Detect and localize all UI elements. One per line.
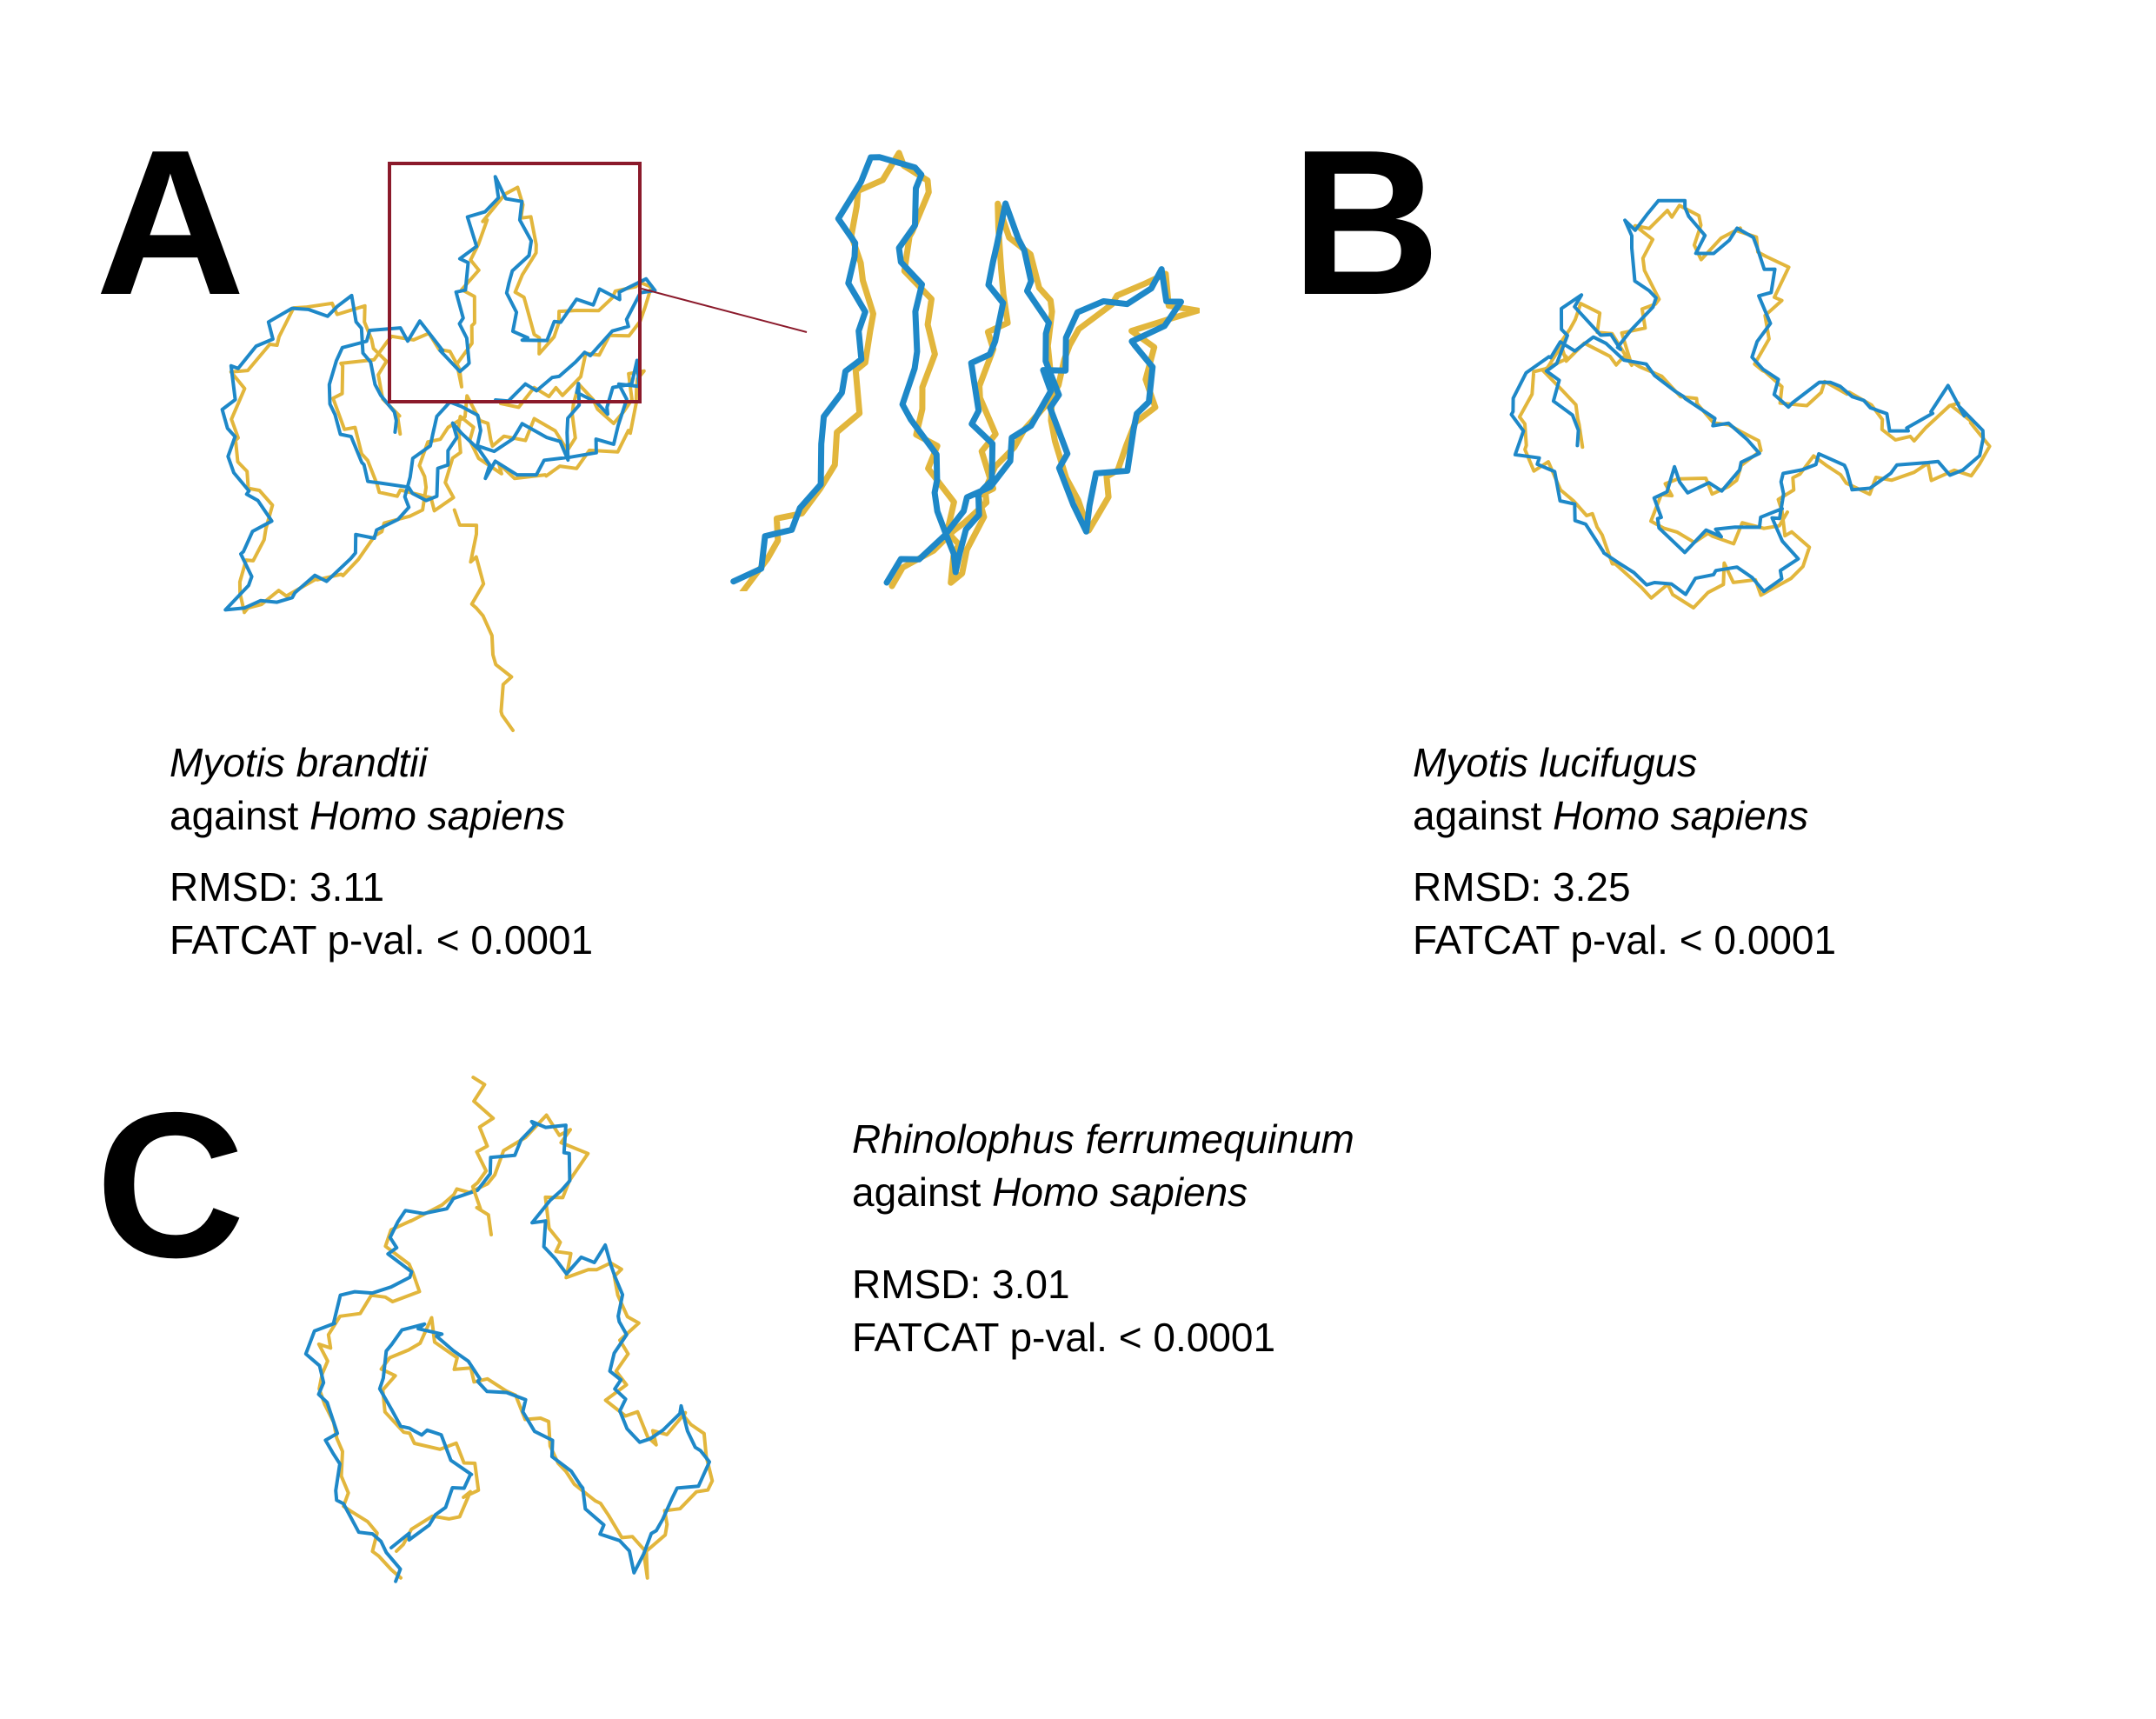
caption-a: Myotis brandtii against Homo sapiens [170, 736, 565, 843]
reference-a: Homo sapiens [309, 793, 566, 838]
species-c: Rhinolophus ferrumequinum [852, 1116, 1354, 1162]
blue-trace-a [220, 175, 657, 612]
structure-a-zoom [730, 150, 1200, 591]
gold-trace-b [1517, 203, 1992, 610]
blue-trace-c [303, 1119, 711, 1583]
against-a: against [170, 793, 310, 838]
structure-c [303, 1076, 715, 1583]
rmsd-a: RMSD: 3.11 [170, 864, 385, 909]
structure-a [220, 175, 657, 732]
gold-trace-zoom [739, 150, 1200, 591]
panel-label-a: A [96, 108, 245, 338]
reference-c: Homo sapiens [992, 1169, 1248, 1215]
pval-c: FATCAT p-val. < 0.0001 [852, 1315, 1276, 1360]
against-c: against [852, 1169, 993, 1215]
stats-a: RMSD: 3.11 FATCAT p-val. < 0.0001 [170, 861, 593, 967]
rmsd-b: RMSD: 3.25 [1413, 864, 1631, 909]
gold-trace-c [316, 1113, 715, 1580]
caption-c: Rhinolophus ferrumequinum against Homo s… [852, 1113, 1354, 1219]
pval-b: FATCAT p-val. < 0.0001 [1413, 917, 1837, 963]
blue-trace-zoom [730, 154, 1184, 586]
species-b: Myotis lucifugus [1413, 740, 1698, 785]
gold-trace-a [229, 185, 654, 615]
stats-b: RMSD: 3.25 FATCAT p-val. < 0.0001 [1413, 861, 1836, 967]
rmsd-c: RMSD: 3.01 [852, 1262, 1070, 1307]
gold-tail-c [470, 1076, 496, 1236]
panel-label-b: B [1291, 108, 1441, 338]
gold-tail-a [452, 508, 515, 732]
caption-b: Myotis lucifugus against Homo sapiens [1413, 736, 1808, 843]
stats-c: RMSD: 3.01 FATCAT p-val. < 0.0001 [852, 1258, 1275, 1364]
structure-b [1509, 198, 1992, 610]
against-b: against [1413, 793, 1554, 838]
pval-a: FATCAT p-val. < 0.0001 [170, 917, 594, 963]
blue-trace-b [1509, 198, 1986, 596]
zoom-connector-a [642, 288, 808, 333]
panel-label-c: C [96, 1070, 245, 1301]
reference-b: Homo sapiens [1553, 793, 1809, 838]
zoom-box-a [388, 162, 642, 403]
species-a: Myotis brandtii [170, 740, 428, 785]
